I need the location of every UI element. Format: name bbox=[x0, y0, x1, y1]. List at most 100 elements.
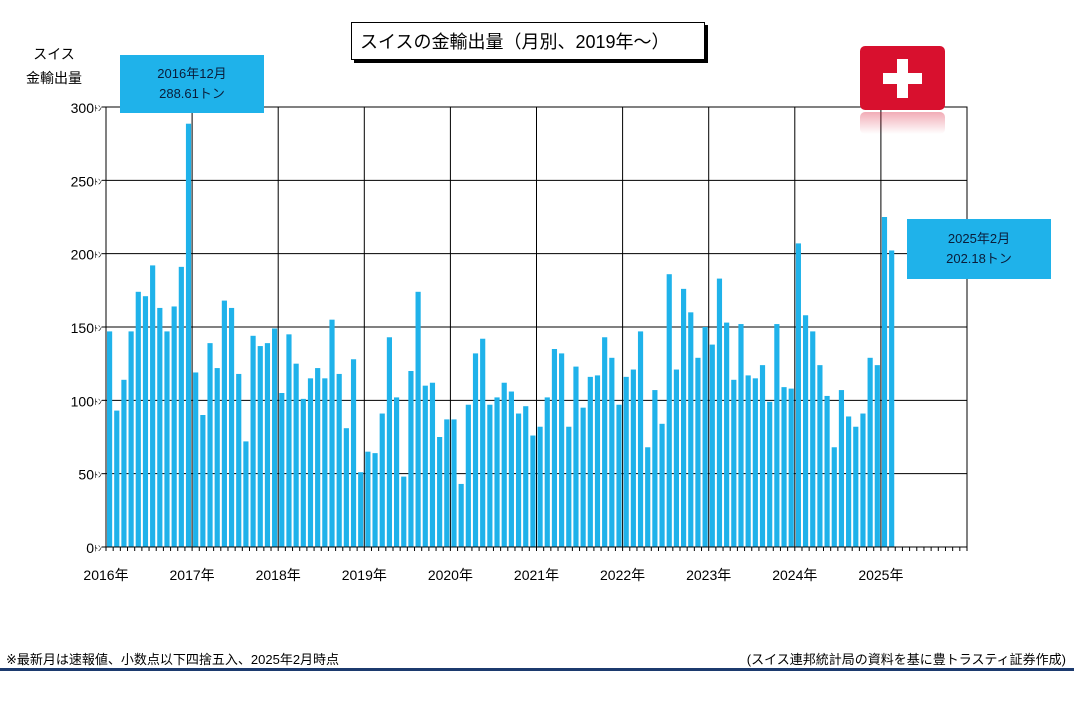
bar bbox=[444, 419, 450, 547]
bar bbox=[494, 397, 500, 547]
bar bbox=[637, 331, 644, 547]
bar bbox=[559, 353, 565, 547]
bar bbox=[795, 243, 801, 547]
bar bbox=[774, 324, 780, 547]
bar bbox=[630, 369, 636, 547]
y-tick-unit: ﾄﾝ bbox=[94, 544, 102, 553]
y-tick-unit: ﾄﾝ bbox=[94, 324, 102, 333]
bar bbox=[315, 368, 321, 547]
bar bbox=[250, 335, 256, 547]
bar bbox=[451, 419, 457, 547]
bar bbox=[415, 291, 421, 547]
y-tick-label: 0 bbox=[86, 540, 94, 556]
bar bbox=[336, 373, 342, 547]
bar bbox=[752, 378, 758, 547]
footnote-left: ※最新月は速報値、小数点以下四捨五入、2025年2月時点 bbox=[6, 652, 340, 667]
bar bbox=[157, 307, 163, 547]
x-tick-label: 2023年 bbox=[686, 567, 731, 583]
chart-title: スイスの金輸出量（月別、2019年～） bbox=[351, 22, 705, 60]
swiss-flag-icon bbox=[860, 46, 945, 110]
bar bbox=[501, 382, 507, 547]
bar bbox=[422, 385, 428, 547]
y-tick-label: 50 bbox=[78, 467, 94, 483]
bar bbox=[853, 426, 859, 547]
bar bbox=[537, 426, 543, 547]
bar bbox=[171, 306, 177, 547]
y-tick-label: 300 bbox=[71, 100, 95, 116]
bar bbox=[544, 397, 550, 547]
bar bbox=[609, 357, 615, 547]
bar bbox=[602, 337, 608, 547]
bar bbox=[874, 365, 880, 547]
bar bbox=[817, 365, 823, 547]
x-tick-label: 2017年 bbox=[170, 567, 215, 583]
bar bbox=[379, 413, 385, 547]
bar bbox=[688, 312, 694, 547]
bar bbox=[724, 322, 730, 547]
bar bbox=[107, 331, 113, 547]
y-tick-unit: ﾄﾝ bbox=[94, 251, 102, 260]
y-axis-label-line-2: 金輸出量 bbox=[26, 70, 82, 86]
bar bbox=[573, 366, 579, 547]
bar bbox=[846, 416, 852, 547]
bar bbox=[185, 123, 192, 548]
bar bbox=[307, 378, 314, 547]
bar bbox=[207, 343, 213, 547]
y-tick-unit: ﾄﾝ bbox=[94, 104, 102, 113]
bar bbox=[465, 404, 471, 547]
bar bbox=[178, 266, 184, 547]
bar bbox=[551, 349, 558, 547]
bar bbox=[272, 328, 278, 547]
bar bbox=[408, 371, 414, 547]
bar bbox=[394, 397, 400, 547]
bar bbox=[523, 406, 529, 547]
bar bbox=[788, 388, 794, 547]
y-tick-unit: ﾄﾝ bbox=[94, 471, 102, 480]
bar bbox=[372, 453, 378, 547]
bar bbox=[566, 426, 572, 547]
bar bbox=[594, 375, 601, 547]
y-tick-unit: ﾄﾝ bbox=[94, 397, 102, 406]
bar bbox=[810, 331, 816, 547]
bar bbox=[458, 483, 464, 547]
x-tick-label: 2020年 bbox=[428, 567, 473, 583]
bar bbox=[279, 393, 285, 547]
bar bbox=[293, 363, 299, 547]
bar bbox=[114, 410, 120, 547]
bar bbox=[128, 331, 134, 547]
bar bbox=[623, 376, 629, 547]
bar bbox=[824, 395, 830, 547]
y-tick-label: 200 bbox=[71, 247, 95, 263]
bar bbox=[716, 278, 723, 547]
x-tick-label: 2025年 bbox=[858, 567, 903, 583]
bar bbox=[480, 338, 486, 547]
bar bbox=[286, 334, 292, 547]
footnote-right: (スイス連邦統計局の資料を基に豊トラスティ証券作成) bbox=[746, 652, 1066, 667]
bar bbox=[802, 315, 809, 547]
bar bbox=[429, 382, 436, 547]
bar bbox=[135, 291, 141, 547]
y-tick-label: 100 bbox=[71, 393, 95, 409]
bar bbox=[214, 368, 220, 547]
bar bbox=[781, 387, 787, 547]
latest-callout-date: 2025年2月 bbox=[947, 231, 1011, 246]
bar bbox=[695, 357, 701, 547]
peak-callout-date: 2016年12月 bbox=[157, 66, 227, 81]
bar bbox=[738, 324, 744, 547]
bar bbox=[300, 398, 306, 547]
bar bbox=[243, 441, 249, 547]
bar bbox=[530, 435, 536, 547]
bar bbox=[838, 390, 845, 547]
bar bbox=[121, 379, 127, 547]
bar bbox=[365, 451, 371, 547]
bar bbox=[587, 376, 593, 547]
bar bbox=[193, 372, 199, 547]
bar bbox=[731, 379, 737, 547]
bar bbox=[221, 300, 227, 547]
bar bbox=[616, 404, 622, 547]
x-tick-label: 2018年 bbox=[256, 567, 301, 583]
peak-callout: 2016年12月 288.61トン bbox=[120, 55, 264, 113]
bar bbox=[329, 319, 335, 547]
bar bbox=[702, 327, 708, 547]
latest-callout-value: 202.18トン bbox=[946, 251, 1012, 266]
